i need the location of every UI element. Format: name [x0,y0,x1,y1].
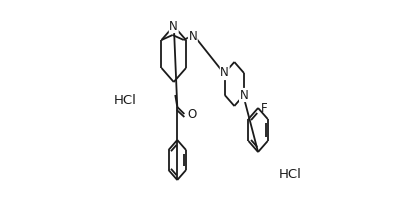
Text: O: O [187,108,197,121]
Text: N: N [188,29,197,42]
Text: F: F [261,101,268,115]
Text: HCl: HCl [278,167,301,181]
Text: N: N [169,20,178,33]
Text: N: N [240,88,248,101]
Text: HCl: HCl [114,94,137,106]
Text: N: N [220,66,229,80]
